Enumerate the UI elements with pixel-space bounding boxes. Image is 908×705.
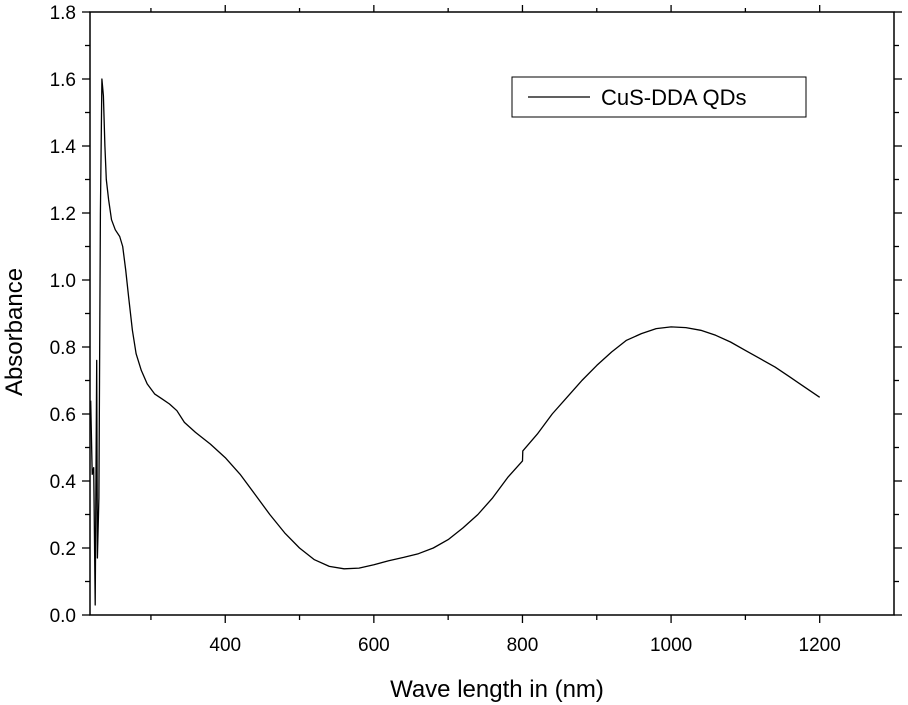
axis-ticks: [82, 5, 902, 623]
legend: CuS-DDA QDs: [511, 76, 807, 118]
x-tick-label: 800: [507, 635, 539, 656]
x-axis-label: Wave length in (nm): [390, 676, 604, 703]
x-tick-label: 600: [358, 635, 390, 656]
tick-labels: 400 600 800 1000 1200 0.0 0.2 0.4 0.6 0.8 1.0 1.2 1.…: [50, 3, 841, 656]
series-line-cus-dda-qds: [90, 78, 821, 606]
y-tick-label: 1.0: [50, 271, 76, 292]
y-tick-label: 1.6: [50, 70, 76, 91]
x-tick-label: 1000: [650, 635, 692, 656]
legend-entry-label: CuS-DDA QDs: [601, 85, 746, 110]
y-tick-label: 0.4: [50, 472, 77, 493]
x-tick-label: 1200: [799, 635, 841, 656]
y-tick-label: 0.8: [50, 338, 76, 359]
y-axis-label: Absorbance: [1, 268, 28, 396]
y-tick-label: 0.6: [50, 405, 76, 426]
y-tick-label: 1.4: [50, 137, 77, 158]
y-tick-label: 1.8: [50, 3, 76, 24]
y-tick-label: 1.2: [50, 204, 76, 225]
y-tick-label: 0.2: [50, 539, 76, 560]
x-tick-label: 400: [209, 635, 241, 656]
y-tick-label: 0.0: [50, 606, 76, 627]
